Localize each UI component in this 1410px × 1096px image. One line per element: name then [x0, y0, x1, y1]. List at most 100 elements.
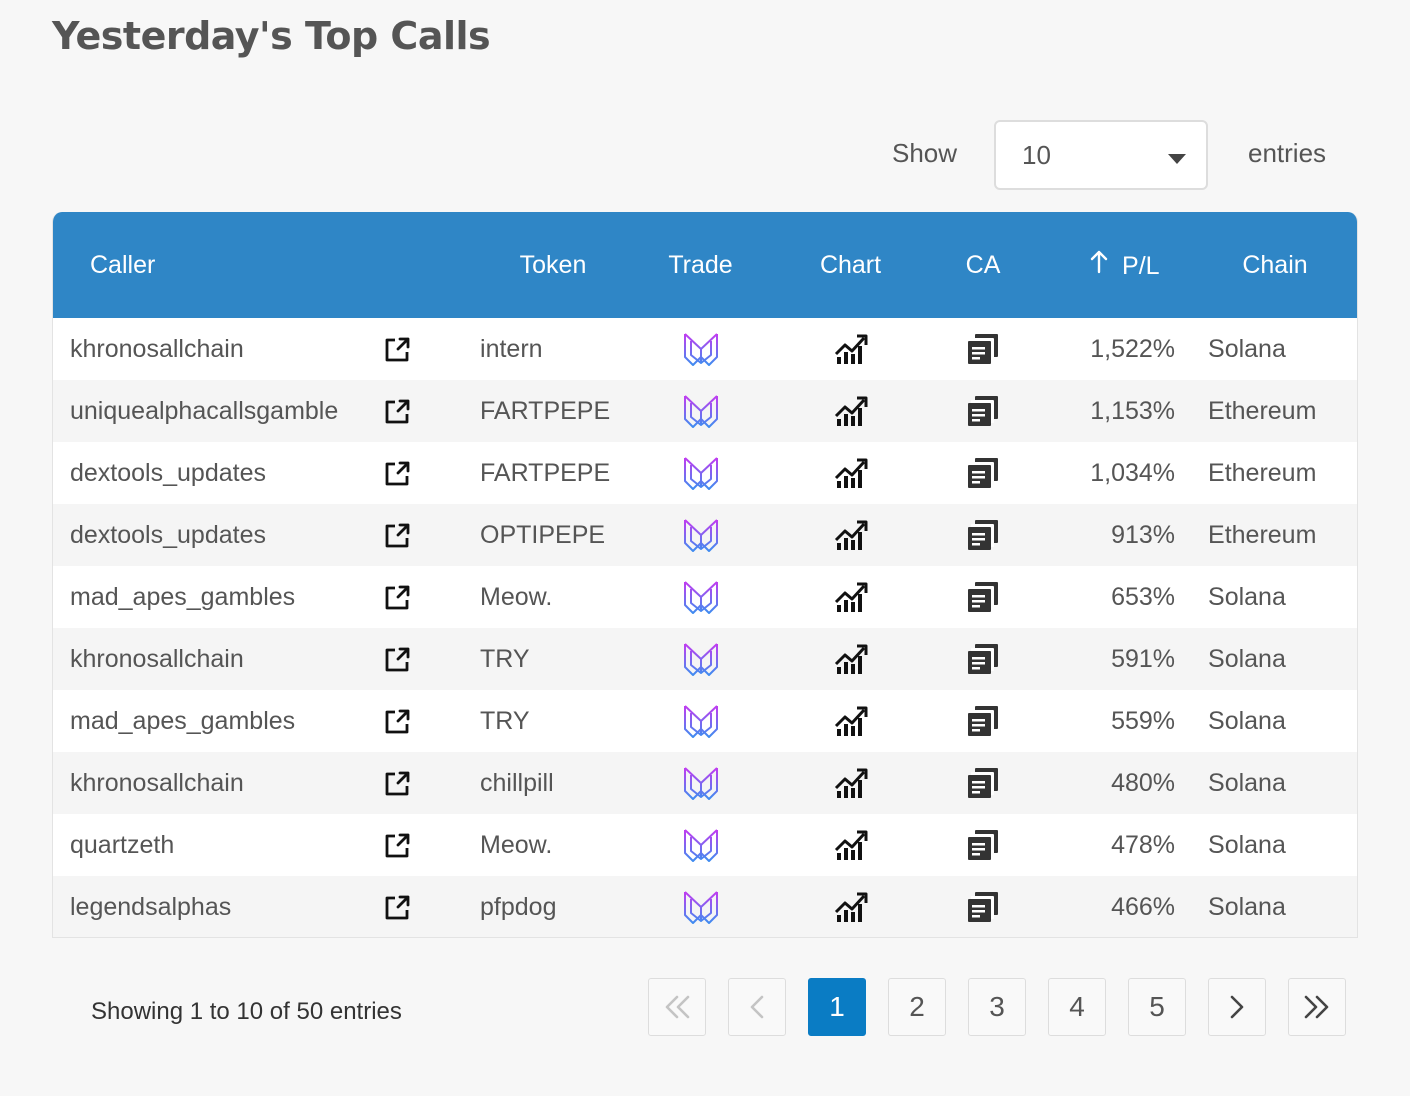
chart-growth-icon[interactable] [834, 704, 868, 738]
entries-per-page-select[interactable]: 10 [994, 120, 1208, 190]
page-title: Yesterday's Top Calls [52, 14, 491, 58]
trade-logo-icon[interactable] [682, 640, 720, 678]
caller-link-cell [383, 752, 478, 814]
chevron-left-icon [750, 995, 764, 1019]
last-page-button[interactable] [1288, 978, 1346, 1036]
token-cell: pfpdog [480, 892, 557, 921]
chain-cell: Solana [1208, 644, 1286, 673]
trade-logo-icon[interactable] [682, 578, 720, 616]
next-page-button[interactable] [1208, 978, 1266, 1036]
page-5-button[interactable]: 5 [1128, 978, 1186, 1036]
chart-growth-icon[interactable] [834, 332, 868, 366]
trade-cell [628, 814, 773, 876]
caller-link-cell [383, 876, 478, 937]
chart-cell [773, 318, 928, 380]
chart-cell [773, 814, 928, 876]
copy-document-icon[interactable] [966, 642, 1000, 676]
first-page-button[interactable] [648, 978, 706, 1036]
chart-growth-icon[interactable] [834, 890, 868, 924]
copy-document-icon[interactable] [966, 704, 1000, 738]
external-link-icon[interactable] [383, 646, 411, 674]
external-link-icon[interactable] [383, 584, 411, 612]
trade-logo-icon[interactable] [682, 516, 720, 554]
chart-growth-icon[interactable] [834, 394, 868, 428]
token-cell: OPTIPEPE [480, 520, 606, 549]
trade-cell [628, 380, 773, 442]
caller-link-cell [383, 690, 478, 752]
trade-logo-icon[interactable] [682, 826, 720, 864]
column-header-ca[interactable]: CA [965, 250, 1001, 279]
chart-growth-icon[interactable] [834, 766, 868, 800]
column-header-token[interactable]: Token [519, 250, 587, 279]
copy-document-icon[interactable] [966, 518, 1000, 552]
trade-cell [628, 628, 773, 690]
table-row: mad_apes_gambles TRY 559% Solana [53, 690, 1357, 752]
page-2-button[interactable]: 2 [888, 978, 946, 1036]
token-cell: TRY [480, 644, 530, 673]
copy-document-icon[interactable] [966, 580, 1000, 614]
token-cell: FARTPEPE [480, 396, 611, 425]
caller-cell: khronosallchain [70, 334, 244, 363]
page-1-button[interactable]: 1 [808, 978, 866, 1036]
token-cell: Meow. [480, 582, 553, 611]
copy-document-icon[interactable] [966, 766, 1000, 800]
chart-cell [773, 442, 928, 504]
caller-link-cell [383, 814, 478, 876]
ca-cell [928, 752, 1038, 814]
external-link-icon[interactable] [383, 708, 411, 736]
external-link-icon[interactable] [383, 460, 411, 488]
token-cell: FARTPEPE [480, 458, 611, 487]
copy-document-icon[interactable] [966, 456, 1000, 490]
entries-per-page-value: 10 [1022, 140, 1051, 170]
external-link-icon[interactable] [383, 336, 411, 364]
page-3-button[interactable]: 3 [968, 978, 1026, 1036]
column-header-caller[interactable]: Caller [90, 250, 156, 279]
caller-link-cell [383, 318, 478, 380]
token-cell: TRY [480, 706, 530, 735]
chain-cell: Solana [1208, 582, 1286, 611]
column-header-trade[interactable]: Trade [668, 250, 733, 279]
external-link-icon[interactable] [383, 770, 411, 798]
chart-growth-icon[interactable] [834, 580, 868, 614]
copy-document-icon[interactable] [966, 828, 1000, 862]
caller-cell: khronosallchain [70, 768, 244, 797]
trade-logo-icon[interactable] [682, 392, 720, 430]
copy-document-icon[interactable] [966, 394, 1000, 428]
table-row: dextools_updates FARTPEPE 1,034% Ethereum [53, 442, 1357, 504]
chain-cell: Ethereum [1208, 396, 1317, 425]
ca-cell [928, 566, 1038, 628]
table-body: khronosallchain intern 1,522% Solana uniquea… [53, 318, 1357, 937]
chain-cell: Solana [1208, 706, 1286, 735]
sort-arrow-up-icon [1090, 250, 1108, 281]
external-link-icon[interactable] [383, 894, 411, 922]
trade-logo-icon[interactable] [682, 888, 720, 926]
chart-growth-icon[interactable] [834, 456, 868, 490]
column-header-pl[interactable]: P/L [1038, 212, 1191, 318]
pl-cell: 466% [1111, 892, 1176, 921]
chart-growth-icon[interactable] [834, 518, 868, 552]
chart-growth-icon[interactable] [834, 828, 868, 862]
page-4-button[interactable]: 4 [1048, 978, 1106, 1036]
token-cell: Meow. [480, 830, 553, 859]
column-header-chain[interactable]: Chain [1242, 250, 1308, 279]
column-header-chart[interactable]: Chart [819, 250, 882, 279]
external-link-icon[interactable] [383, 398, 411, 426]
copy-document-icon[interactable] [966, 890, 1000, 924]
external-link-icon[interactable] [383, 522, 411, 550]
trade-logo-icon[interactable] [682, 764, 720, 802]
chart-growth-icon[interactable] [834, 642, 868, 676]
pl-cell: 480% [1111, 768, 1176, 797]
copy-document-icon[interactable] [966, 332, 1000, 366]
chart-cell [773, 752, 928, 814]
trade-logo-icon[interactable] [682, 454, 720, 492]
external-link-icon[interactable] [383, 832, 411, 860]
calls-table: Caller Token Trade Chart CA P/L Chain kh… [53, 212, 1357, 937]
double-chevron-right-icon [1304, 995, 1329, 1019]
previous-page-button[interactable] [728, 978, 786, 1036]
trade-logo-icon[interactable] [682, 702, 720, 740]
trade-logo-icon[interactable] [682, 330, 720, 368]
table-row: uniquealphacallsgamble FARTPEPE 1,153% Ethe… [53, 380, 1357, 442]
chain-cell: Solana [1208, 830, 1286, 859]
caller-cell: quartzeth [70, 830, 175, 859]
